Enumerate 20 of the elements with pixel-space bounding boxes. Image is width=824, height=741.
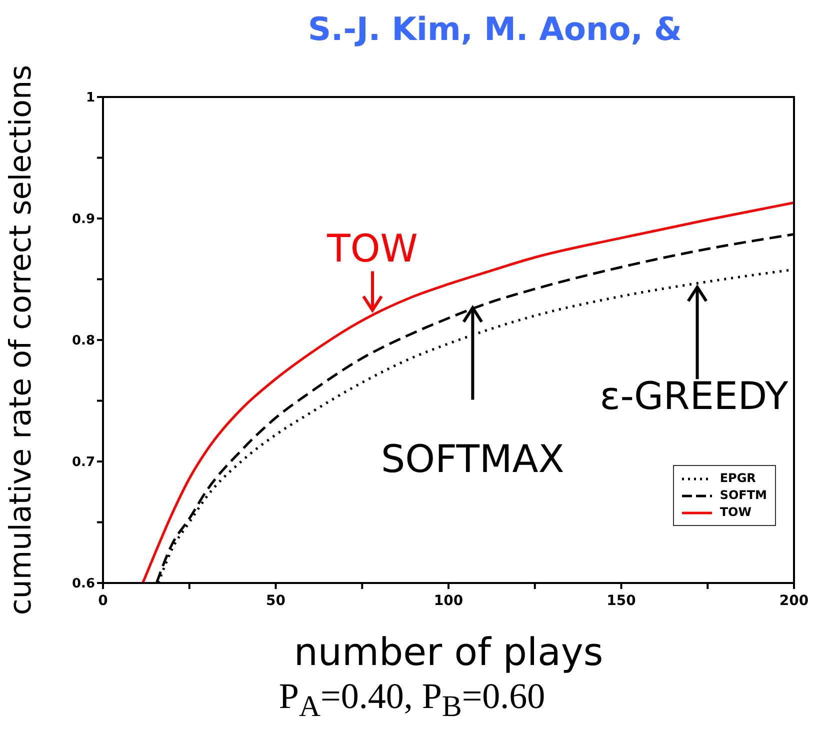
x-axis-title: number of plays (294, 630, 604, 674)
y-tick-label: 1 (86, 90, 95, 106)
y-tick-label: 0.9 (72, 212, 95, 228)
legend-label: SOFTM (720, 487, 767, 504)
y-tick-label: 0.8 (72, 334, 95, 349)
x-tick-label: 0 (98, 593, 108, 609)
x-tick-label: 100 (434, 593, 464, 609)
x-tick-label: 150 (606, 593, 636, 609)
legend-label: TOW (720, 504, 752, 521)
y-tick-label: 0.6 (72, 576, 95, 592)
annotation: TOW (326, 226, 418, 270)
chart-title: S.-J. Kim, M. Aono, & (308, 10, 682, 48)
legend-label: EPGR (720, 470, 756, 487)
y-axis-title: cumulative rate of correct selections (4, 64, 39, 616)
y-tick-label: 0.7 (72, 455, 95, 470)
annotation: SOFTMAX (381, 436, 564, 481)
x-tick-label: 50 (266, 593, 286, 609)
text: P$_{A}$=0.40, P$_{B}$=0.60 (278, 676, 546, 724)
x-tick-label: 200 (779, 593, 809, 609)
annotation: ε-GREEDY (600, 374, 790, 418)
